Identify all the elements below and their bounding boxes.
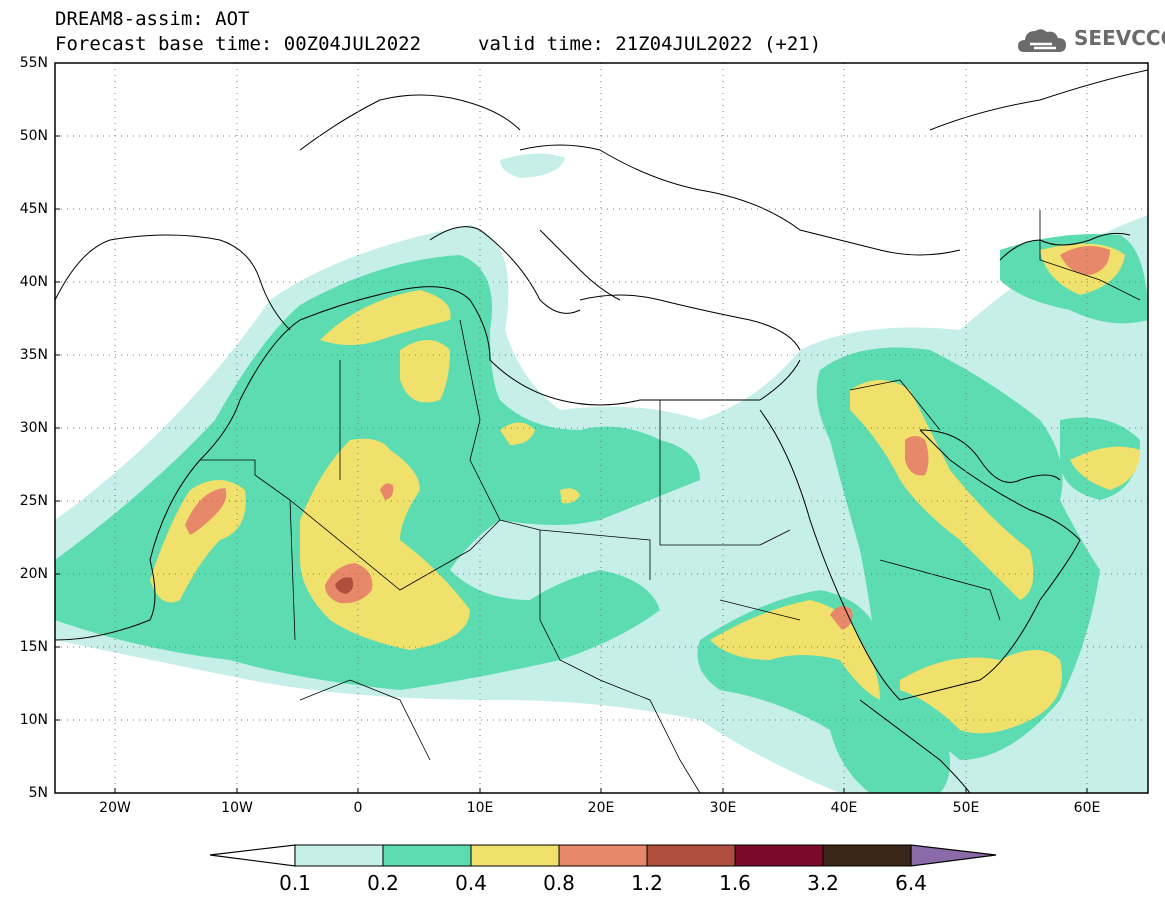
aot-band-0.4	[150, 243, 1140, 734]
lon-label-60e: 60E	[1073, 800, 1101, 816]
lon-label-20e: 20E	[587, 800, 615, 816]
logo-text: SEEVCCC	[1074, 26, 1165, 50]
lat-label-25n: 25N	[19, 493, 48, 509]
colorbar-high-triangle	[910, 844, 997, 867]
lat-label-35n: 35N	[19, 347, 48, 363]
lon-label-50e: 50E	[952, 800, 980, 816]
lon-label-10e: 10E	[466, 800, 494, 816]
colorbar-swatch-5	[734, 844, 824, 867]
colorbar-label-0.1: 0.1	[279, 871, 311, 895]
colorbar-label-0.8: 0.8	[543, 871, 575, 895]
lat-label-45n: 45N	[19, 201, 48, 217]
seevccc-logo: SEEVCCC	[1016, 22, 1165, 58]
lon-label-20w: 20W	[99, 800, 131, 816]
colorbar-swatch-6	[822, 844, 912, 867]
axis-ticks	[55, 62, 1088, 794]
map-title: DREAM8-assim: AOT	[55, 8, 250, 30]
coastlines	[55, 69, 1148, 793]
colorbar-label-6.4: 6.4	[895, 871, 927, 895]
lat-label-10n: 10N	[19, 712, 48, 728]
aot-band-1.2	[335, 577, 354, 594]
valid-time: valid time: 21Z04JUL2022 (+21)	[478, 33, 822, 55]
lat-label-20n: 20N	[19, 566, 48, 582]
lon-label-0: 0	[353, 800, 363, 816]
lat-label-30n: 30N	[19, 420, 48, 436]
colorbar-label-1.6: 1.6	[719, 871, 751, 895]
lat-label-15n: 15N	[19, 639, 48, 655]
lat-label-40n: 40N	[19, 274, 48, 290]
colorbar-swatch-1	[382, 844, 472, 867]
colorbar-swatch-4	[646, 844, 736, 867]
lon-label-10w: 10W	[221, 800, 253, 816]
colorbar-label-1.2: 1.2	[631, 871, 663, 895]
lon-label-40e: 40E	[830, 800, 858, 816]
lat-label-50n: 50N	[19, 128, 48, 144]
graticule	[55, 63, 1148, 793]
cloud-logo-icon	[1018, 29, 1066, 52]
lat-label-5n: 5N	[28, 785, 48, 801]
lat-label-55n: 55N	[19, 55, 48, 71]
forecast-base-time: Forecast base time: 00Z04JUL2022	[55, 33, 422, 55]
colorbar-label-0.2: 0.2	[367, 871, 399, 895]
aot-field	[55, 153, 1148, 793]
colorbar-low-triangle	[209, 844, 296, 867]
colorbar-label-0.4: 0.4	[455, 871, 487, 895]
colorbar-swatch-2	[470, 844, 560, 867]
colorbar	[209, 844, 997, 867]
aot-band-0.8	[185, 246, 1110, 630]
colorbar-label-3.2: 3.2	[807, 871, 839, 895]
colorbar-swatch-3	[558, 844, 648, 867]
colorbar-swatch-0	[294, 844, 384, 867]
lon-label-30e: 30E	[709, 800, 737, 816]
